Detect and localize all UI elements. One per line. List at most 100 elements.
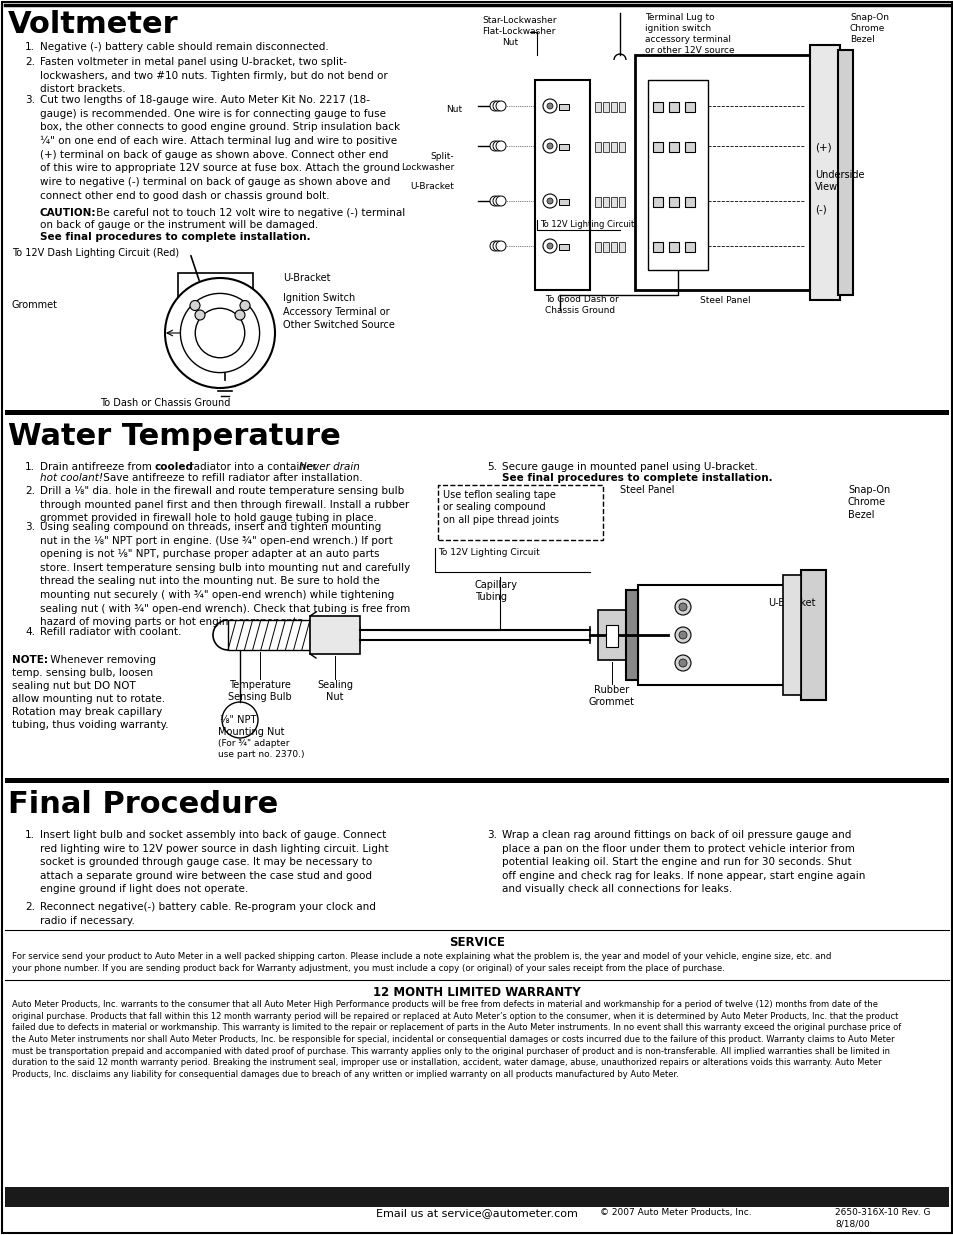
Circle shape bbox=[679, 603, 686, 611]
Circle shape bbox=[234, 310, 245, 320]
Circle shape bbox=[490, 141, 499, 151]
Text: Final Procedure: Final Procedure bbox=[8, 790, 278, 819]
Text: See final procedures to complete installation.: See final procedures to complete install… bbox=[501, 473, 772, 483]
Bar bbox=[782, 576, 801, 695]
Text: 3.: 3. bbox=[25, 522, 35, 532]
Text: U-Bracket: U-Bracket bbox=[410, 182, 454, 191]
Text: 1.: 1. bbox=[25, 462, 35, 472]
Bar bbox=[558, 144, 568, 149]
Bar bbox=[602, 198, 608, 207]
Bar bbox=[558, 104, 568, 110]
Bar bbox=[595, 103, 600, 112]
Bar bbox=[652, 242, 662, 252]
Text: Lockwasher: Lockwasher bbox=[400, 163, 454, 172]
Text: Flat-Lockwasher: Flat-Lockwasher bbox=[481, 27, 555, 36]
Bar bbox=[602, 103, 608, 112]
Circle shape bbox=[240, 300, 250, 310]
Bar bbox=[684, 142, 695, 152]
Text: 2.: 2. bbox=[25, 487, 35, 496]
Text: temp. sensing bulb, loosen: temp. sensing bulb, loosen bbox=[12, 668, 153, 678]
Text: Using sealing compound on threads, insert and tighten mounting
nut in the ⅛" NPT: Using sealing compound on threads, inser… bbox=[40, 522, 410, 627]
Circle shape bbox=[542, 140, 557, 153]
Bar bbox=[610, 198, 617, 207]
Bar bbox=[801, 571, 825, 700]
Bar bbox=[684, 198, 695, 207]
Text: Grommet: Grommet bbox=[12, 300, 58, 310]
Bar bbox=[652, 103, 662, 112]
Circle shape bbox=[675, 655, 690, 671]
Bar bbox=[684, 103, 695, 112]
Text: 5.: 5. bbox=[486, 462, 497, 472]
Circle shape bbox=[190, 300, 200, 310]
Circle shape bbox=[496, 101, 505, 111]
Text: tubing, thus voiding warranty.: tubing, thus voiding warranty. bbox=[12, 720, 169, 730]
Bar bbox=[228, 620, 310, 650]
Text: on back of gauge or the instrument will be damaged.: on back of gauge or the instrument will … bbox=[40, 220, 318, 230]
Bar bbox=[652, 142, 662, 152]
Text: (-): (-) bbox=[814, 205, 826, 215]
Text: To Dash or Chassis Ground: To Dash or Chassis Ground bbox=[100, 398, 230, 408]
Circle shape bbox=[675, 599, 690, 615]
Text: use part no. 2370.): use part no. 2370.) bbox=[218, 750, 304, 760]
Text: Rubber
Grommet: Rubber Grommet bbox=[588, 685, 635, 708]
Circle shape bbox=[493, 141, 502, 151]
Circle shape bbox=[546, 198, 553, 204]
Circle shape bbox=[546, 143, 553, 149]
Bar bbox=[652, 198, 662, 207]
Bar bbox=[638, 585, 802, 685]
Bar bbox=[684, 242, 695, 252]
Circle shape bbox=[490, 101, 499, 111]
Text: Nut: Nut bbox=[445, 105, 461, 114]
Bar bbox=[668, 198, 679, 207]
Text: Reconnect negative(-) battery cable. Re-program your clock and
radio if necessar: Reconnect negative(-) battery cable. Re-… bbox=[40, 902, 375, 925]
Text: Snap-On
Chrome
Bezel: Snap-On Chrome Bezel bbox=[847, 485, 889, 520]
Circle shape bbox=[542, 99, 557, 112]
Bar bbox=[647, 80, 707, 270]
Text: Steel Panel: Steel Panel bbox=[700, 296, 750, 305]
Text: Whenever removing: Whenever removing bbox=[47, 655, 156, 664]
Bar bbox=[625, 590, 638, 680]
Text: 2.: 2. bbox=[25, 57, 35, 67]
Bar bbox=[618, 142, 624, 152]
Circle shape bbox=[542, 194, 557, 207]
Bar bbox=[668, 142, 679, 152]
Bar bbox=[602, 242, 608, 252]
Bar bbox=[610, 103, 617, 112]
Text: Steel Panel: Steel Panel bbox=[619, 485, 674, 495]
Text: allow mounting nut to rotate.: allow mounting nut to rotate. bbox=[12, 694, 165, 704]
Circle shape bbox=[496, 196, 505, 206]
Bar bbox=[5, 1187, 948, 1207]
Text: Water Temperature: Water Temperature bbox=[8, 422, 340, 451]
Text: cooled: cooled bbox=[154, 462, 193, 472]
Bar bbox=[618, 103, 624, 112]
Text: NOTE:: NOTE: bbox=[12, 655, 48, 664]
Circle shape bbox=[496, 241, 505, 251]
Text: For service send your product to Auto Meter in a well packed shipping carton. Pl: For service send your product to Auto Me… bbox=[12, 952, 830, 973]
Bar bbox=[5, 410, 948, 415]
Text: 12 MONTH LIMITED WARRANTY: 12 MONTH LIMITED WARRANTY bbox=[373, 986, 580, 999]
Bar bbox=[635, 56, 809, 290]
Text: Rotation may break capillary: Rotation may break capillary bbox=[12, 706, 162, 718]
Bar bbox=[598, 610, 625, 659]
Text: hot coolant!: hot coolant! bbox=[40, 473, 103, 483]
Text: 2650-316X-10 Rev. G
8/18/00: 2650-316X-10 Rev. G 8/18/00 bbox=[834, 1208, 929, 1228]
Text: Snap-On
Chrome
Bezel: Snap-On Chrome Bezel bbox=[849, 14, 888, 44]
Text: 3.: 3. bbox=[25, 95, 35, 105]
Circle shape bbox=[195, 309, 245, 358]
Text: See final procedures to complete installation.: See final procedures to complete install… bbox=[40, 232, 311, 242]
Circle shape bbox=[679, 631, 686, 638]
Text: Cut two lengths of 18-gauge wire. Auto Meter Kit No. 2217 (18-
gauge) is recomme: Cut two lengths of 18-gauge wire. Auto M… bbox=[40, 95, 399, 200]
Bar bbox=[668, 242, 679, 252]
Bar bbox=[595, 242, 600, 252]
Circle shape bbox=[490, 241, 499, 251]
Text: To 12V Lighting Circuit: To 12V Lighting Circuit bbox=[437, 548, 539, 557]
Bar bbox=[837, 49, 852, 295]
Text: Never drain: Never drain bbox=[298, 462, 359, 472]
Text: Ignition Switch
Accessory Terminal or
Other Switched Source: Ignition Switch Accessory Terminal or Ot… bbox=[283, 293, 395, 330]
Circle shape bbox=[679, 659, 686, 667]
Text: Drain antifreeze from: Drain antifreeze from bbox=[40, 462, 155, 472]
Circle shape bbox=[546, 243, 553, 249]
Text: Terminal Lug to
ignition switch
accessory terminal
or other 12V source: Terminal Lug to ignition switch accessor… bbox=[644, 14, 734, 56]
Text: (+): (+) bbox=[814, 142, 831, 152]
Bar bbox=[535, 80, 589, 290]
